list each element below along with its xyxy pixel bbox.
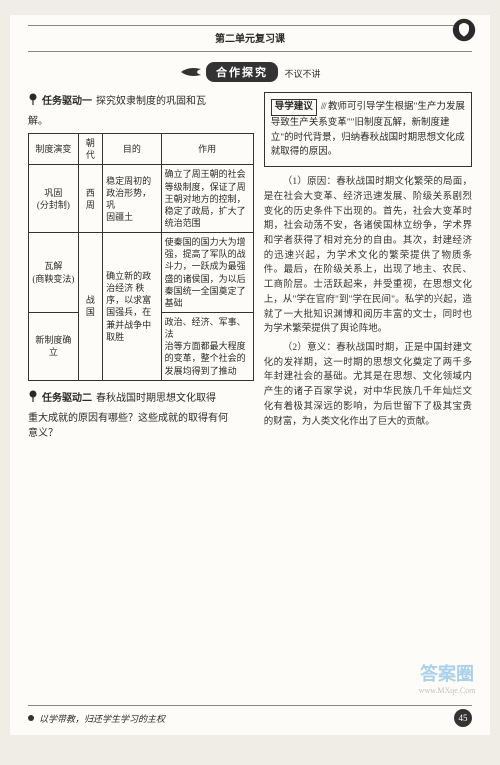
paragraph-2: （2）意义：春秋战国时期，正是中国封建文化的发祥期，这一时期的思想文化奠定了两千… bbox=[264, 341, 472, 429]
footer: 以学带教，归还学生学习的主权 45 bbox=[28, 705, 472, 727]
pin-icon bbox=[28, 93, 38, 108]
institution-table: 制度演变 朝代 目的 作用 巩固(分封制) 西周 稳定周初的政治形势，巩固疆土 … bbox=[28, 133, 254, 381]
task2-title: 春秋战国时期思想文化取得 bbox=[96, 389, 216, 404]
corner-decoration-icon bbox=[450, 16, 478, 44]
r0c2: 稳定周初的政治形势，巩固疆土 bbox=[103, 165, 162, 233]
r1c1: 战国 bbox=[78, 233, 102, 381]
banner-wing-left-icon bbox=[179, 65, 203, 82]
page-number: 45 bbox=[454, 709, 472, 727]
guide-label: 导学建议 bbox=[271, 99, 317, 116]
watermark-line2: www.MXqe.Com bbox=[412, 686, 482, 695]
header-title: 第二单元复习课 bbox=[215, 34, 285, 45]
footer-text: 以学带教，归还学生学习的主权 bbox=[39, 712, 454, 725]
section-banner: 合作探究 不议不讲 bbox=[28, 62, 472, 82]
footer-dot-icon bbox=[28, 715, 34, 721]
pin-icon-2 bbox=[28, 390, 38, 405]
guide-box: 导学建议/// 教师可引导学生根据"生产力发展导致生产关系变革""旧制度瓦解，新… bbox=[264, 92, 472, 167]
th-1: 朝代 bbox=[78, 134, 102, 165]
th-3: 作用 bbox=[161, 134, 253, 165]
task2-line3: 意义？ bbox=[28, 424, 254, 439]
r0c3: 确立了周王朝的社会等级制度，保证了周王朝对地方的控制，稳定了政局，扩大了统治范围 bbox=[161, 165, 253, 233]
task2-label: 任务驱动二 bbox=[42, 389, 92, 404]
watermark: 答案圈 www.MXqe.Com bbox=[412, 660, 482, 695]
task2-line2: 重大成就的原因有哪些？这些成就的取得有何 bbox=[28, 409, 254, 424]
th-2: 目的 bbox=[103, 134, 162, 165]
banner-main: 合作探究 bbox=[206, 62, 278, 82]
task1-title: 探究奴隶制度的巩固和瓦 bbox=[96, 92, 206, 107]
banner-side: 不议不讲 bbox=[284, 67, 320, 80]
task1-title-cont: 解。 bbox=[28, 112, 254, 127]
guide-slashes: /// bbox=[321, 102, 326, 112]
watermark-line1: 答案圈 bbox=[412, 660, 482, 686]
r1c2: 确立新的政治经济 秩序，以求富国强兵，在兼并战争中取胜 bbox=[103, 233, 162, 381]
r1c3: 使秦国的国力大为增强，提高了军队的战斗力，一跃成为最强盛的诸侯国，为以后秦国统一… bbox=[161, 233, 253, 313]
r0c0: 巩固(分封制) bbox=[29, 165, 79, 233]
r2c0: 新制度确立 bbox=[29, 313, 79, 381]
r1c0: 瓦解(商鞅变法) bbox=[29, 233, 79, 313]
r0c1: 西周 bbox=[78, 165, 102, 233]
r2c3: 政治、经济、军事、法治等方面都最大程度的变革，整个社会的发展均得到了推动 bbox=[161, 313, 253, 381]
task1-label: 任务驱动一 bbox=[42, 92, 92, 107]
paragraph-1: （1）原因：春秋战国时期文化繁荣的局面，是在社会大变革、经济迅速发展、阶级关系剧… bbox=[264, 175, 472, 337]
th-0: 制度演变 bbox=[29, 134, 79, 165]
